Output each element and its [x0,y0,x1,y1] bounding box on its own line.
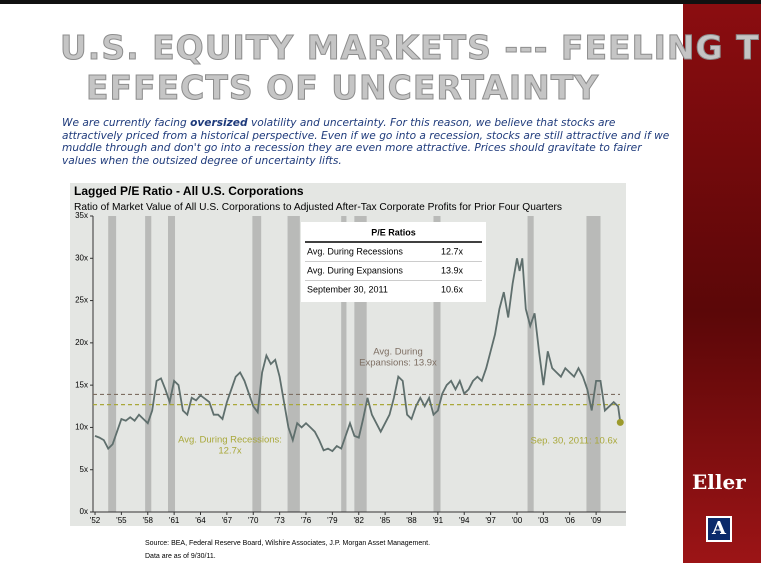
y-tick-label: 0x [80,507,88,516]
table-cell: 13.9x [441,265,464,275]
table-header: P/E Ratios [371,227,416,237]
recession-band [252,216,262,512]
recession-band [586,216,601,512]
y-tick-label: 30x [75,253,88,262]
annotation: Sep. 30, 2011: 10.6x [531,436,618,447]
table-cell: Avg. During Expansions [307,265,403,275]
x-tick-label: '52 [90,516,101,525]
x-tick-label: '06 [565,516,576,525]
table-cell: Avg. During Recessions [307,246,403,256]
x-tick-label: '76 [301,516,312,525]
recession-band [287,216,300,512]
x-tick-label: '85 [380,516,391,525]
x-tick-label: '91 [433,516,444,525]
y-tick-label: 15x [75,380,88,389]
y-tick-label: 5x [80,465,88,474]
recession-band [527,216,534,512]
annotation: 12.7x [218,446,241,457]
recession-band [167,216,176,512]
slide-title: EFFECTS OF UNCERTAINTY [85,68,600,108]
latest-point [616,418,624,426]
x-tick-label: '82 [354,516,365,525]
x-tick-label: '00 [512,516,523,525]
y-tick-label: 20x [75,338,88,347]
x-tick-label: '70 [248,516,259,525]
intro-emphasis: oversized [190,117,248,129]
series-line [94,258,622,453]
logo-text: Eller [692,470,746,494]
intro-text: We are currently facing oversized volati… [62,117,674,167]
x-tick-label: '03 [538,516,549,525]
recession-band [145,216,152,512]
intro-text: volatility and uncertainty. For this rea… [62,117,670,167]
x-tick-label: '58 [143,516,154,525]
x-tick-label: '64 [195,516,206,525]
annotation: Avg. During [373,347,422,358]
y-tick-label: 10x [75,423,88,432]
x-tick-label: '73 [274,516,285,525]
intro-text: We are currently facing [62,117,191,129]
table-cell: September 30, 2011 [307,284,388,294]
logo-mark: A [706,516,732,542]
source: Source: BEA, Federal Reserve Board, Wils… [145,540,430,547]
slide-title: U.S. EQUITY MARKETS --- FEELING THE [60,28,761,68]
x-tick-label: '97 [485,516,496,525]
x-tick-label: '09 [591,516,602,525]
recession-band [433,216,441,512]
x-tick-label: '79 [327,516,338,525]
chart-title: Lagged P/E Ratio - All U.S. Corporations [74,184,304,198]
x-tick-label: '94 [459,516,470,525]
x-tick-label: '67 [222,516,233,525]
annotation: Avg. During Recessions: [178,435,282,446]
y-tick-label: 35x [75,211,88,220]
annotation: Expansions: 13.9x [359,358,437,369]
x-tick-label: '55 [116,516,127,525]
table-cell: 10.6x [441,284,464,294]
x-tick-label: '61 [169,516,180,525]
brand-band [683,4,761,563]
y-tick-label: 25x [75,296,88,305]
chart-subtitle: Ratio of Market Value of All U.S. Corpor… [74,201,562,213]
recession-band [108,216,117,512]
recession-band [341,216,347,512]
table-cell: 12.7x [441,246,464,256]
x-tick-label: '88 [406,516,417,525]
data-note: Data are as of 9/30/11. [145,553,216,560]
table-box [301,222,486,302]
top-rule [0,0,761,4]
